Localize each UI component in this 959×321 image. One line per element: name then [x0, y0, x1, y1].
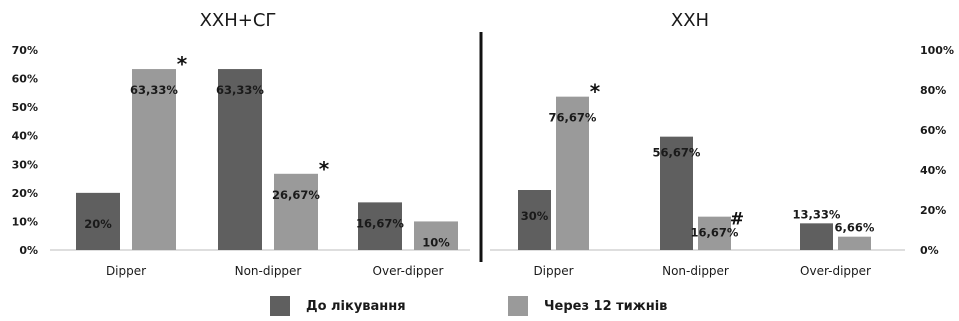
- data-label: 10%: [422, 235, 450, 249]
- legend-item-before: До лікування: [270, 296, 406, 316]
- data-label: 30%: [521, 209, 549, 223]
- bar-non-dipper-series-1: [698, 216, 731, 250]
- asterisk-marker: *: [319, 157, 330, 181]
- data-label: 13,33%: [793, 207, 841, 221]
- x-tick-label: Dipper: [533, 264, 573, 278]
- data-label: 63,33%: [216, 83, 264, 97]
- data-label: 56,67%: [653, 146, 701, 160]
- x-tick-label: Non-dipper: [662, 264, 729, 278]
- bar-over-dipper-series-1: [838, 236, 871, 250]
- data-label: 6,66%: [835, 221, 875, 235]
- legend-swatch-before: [270, 296, 290, 316]
- y-tick-label: 80%: [920, 84, 946, 97]
- asterisk-marker: *: [177, 52, 188, 76]
- x-tick-label: Non-dipper: [235, 264, 302, 278]
- y-tick-label: 60%: [12, 73, 38, 86]
- asterisk-marker: *: [590, 80, 601, 104]
- data-label: 16,67%: [356, 216, 404, 230]
- data-label: 63,33%: [130, 83, 178, 97]
- y-tick-label: 70%: [12, 44, 38, 57]
- bar-dipper-series-1: [556, 96, 589, 250]
- data-label: 76,67%: [549, 111, 597, 125]
- bar-dipper-series-1: [132, 69, 176, 250]
- data-label: 26,67%: [272, 188, 320, 202]
- bar-non-dipper-series-0: [218, 69, 262, 250]
- x-tick-label: Dipper: [106, 264, 146, 278]
- chart-title-1: ХХН: [671, 10, 709, 31]
- y-tick-label: 40%: [920, 164, 946, 177]
- bar-over-dipper-series-0: [800, 223, 833, 250]
- bar-non-dipper-series-0: [660, 136, 693, 250]
- y-tick-label: 40%: [12, 130, 38, 143]
- x-tick-label: Over-dipper: [373, 264, 444, 278]
- y-tick-label: 0%: [920, 244, 939, 257]
- chart-title-0: ХХН+СГ: [200, 10, 277, 31]
- y-tick-label: 30%: [12, 158, 38, 171]
- chart-panel-left: ХХН+СГ 0% 10% 20% 30% 40% 50% 60% 70% 20% 63,33% * D…: [12, 10, 470, 278]
- y-tick-label: 0%: [19, 244, 38, 257]
- legend-swatch-after: [508, 296, 528, 316]
- legend-label-after: Через 12 тижнів: [544, 298, 668, 314]
- y-tick-label: 60%: [920, 124, 946, 137]
- chart-panel-right: ХХН 0% 20% 40% 60% 80% 100% 30% 76,67% * Dipper 56,…: [490, 10, 954, 278]
- y-tick-label: 50%: [12, 101, 38, 114]
- legend-item-after: Через 12 тижнів: [508, 296, 667, 316]
- y-tick-label: 20%: [12, 187, 38, 200]
- x-tick-label: Over-dipper: [800, 264, 871, 278]
- bar-dipper-series-0: [76, 192, 120, 250]
- legend-label-before: До лікування: [306, 298, 406, 314]
- bar-over-dipper-series-1: [414, 221, 458, 250]
- y-tick-label: 100%: [920, 44, 954, 57]
- bar-over-dipper-series-0: [358, 202, 402, 250]
- y-tick-label: 20%: [920, 204, 946, 217]
- hash-marker: #: [730, 210, 744, 230]
- bar-non-dipper-series-1: [274, 173, 318, 250]
- data-label: 16,67%: [691, 226, 739, 240]
- data-label: 20%: [84, 217, 112, 231]
- y-tick-label: 10%: [12, 215, 38, 228]
- bar-dipper-series-0: [518, 190, 551, 250]
